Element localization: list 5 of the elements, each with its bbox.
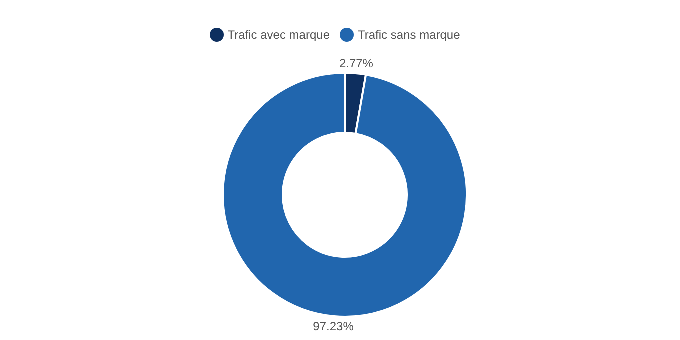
data-label: 97.23% [313,320,354,334]
donut-slice [222,72,468,318]
data-label: 2.77% [339,56,374,70]
legend-label: Trafic avec marque [228,28,330,42]
legend-label: Trafic sans marque [358,28,460,42]
